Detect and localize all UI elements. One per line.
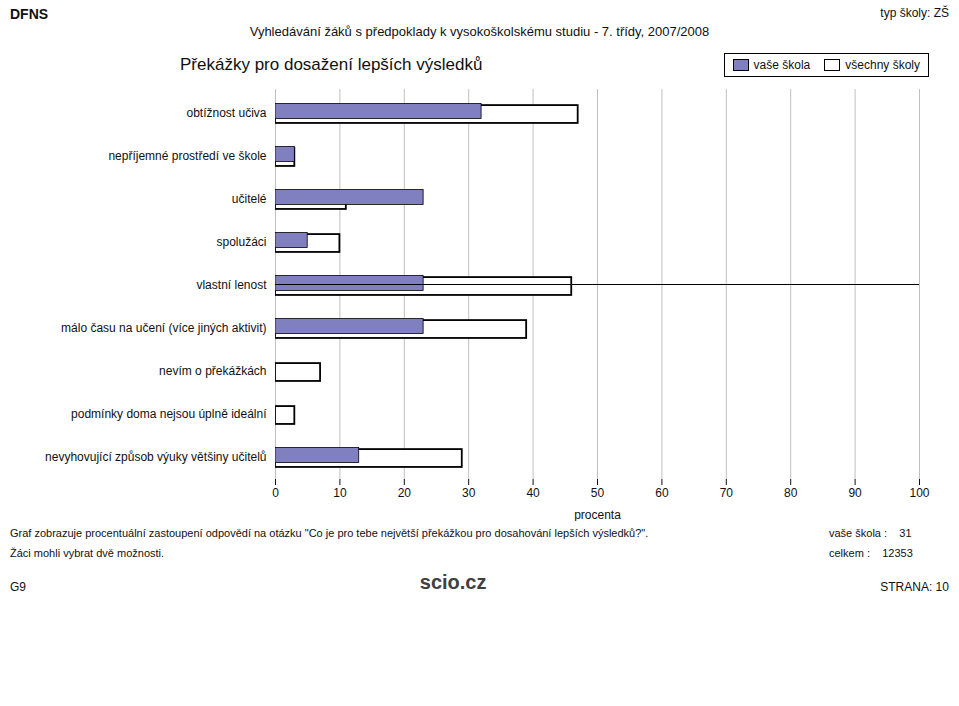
svg-text:nevím o překážkách: nevím o překážkách bbox=[159, 364, 266, 378]
html-text:vaše škola : 31: vaše škola : 31 bbox=[829, 527, 912, 539]
html-text:Žáci mohli vybrat dvě možnosti: Žáci mohli vybrat dvě možnosti. bbox=[10, 547, 165, 559]
html-text:DFNS: DFNS bbox=[10, 6, 49, 22]
svg-text:nevyhovující způsob výuky větš: nevyhovující způsob výuky většiny učitel… bbox=[45, 450, 266, 464]
svg-text:40: 40 bbox=[526, 486, 540, 500]
svg-text:90: 90 bbox=[848, 486, 862, 500]
svg-text:80: 80 bbox=[784, 486, 798, 500]
svg-text:učitelé: učitelé bbox=[232, 192, 267, 206]
svg-text:0: 0 bbox=[272, 486, 279, 500]
html-text:typ školy: ZŠ: typ školy: ZŠ bbox=[880, 6, 949, 20]
html-text:celkem : 12353: celkem : 12353 bbox=[829, 547, 913, 559]
svg-text:nepříjemné prostředí ve škole: nepříjemné prostředí ve škole bbox=[108, 149, 266, 163]
html-text:G9: G9 bbox=[10, 580, 26, 594]
svg-text:50: 50 bbox=[591, 486, 605, 500]
html-text:všechny školy: všechny školy bbox=[845, 58, 920, 72]
svg-text:10: 10 bbox=[333, 486, 347, 500]
svg-text:30: 30 bbox=[462, 486, 476, 500]
svg-text:60: 60 bbox=[655, 486, 669, 500]
svg-text:spolužáci: spolužáci bbox=[216, 235, 266, 249]
svg-text:70: 70 bbox=[720, 486, 734, 500]
html-text:STRANA: 10: STRANA: 10 bbox=[880, 580, 949, 594]
html-text:scio.cz: scio.cz bbox=[419, 571, 487, 593]
html-text:Vyhledávání žáků s předpoklady: Vyhledávání žáků s předpoklady k vysokoš… bbox=[249, 24, 710, 39]
svg-text:20: 20 bbox=[398, 486, 412, 500]
svg-text:100: 100 bbox=[909, 486, 929, 500]
svg-text:podmínky doma nejsou úplně ide: podmínky doma nejsou úplně ideální bbox=[71, 407, 267, 421]
html-text:Překážky pro dosažení lepších: Překážky pro dosažení lepších výsledků bbox=[180, 55, 483, 74]
svg-text:málo času na učení (více jinýc: málo času na učení (více jiných aktivit) bbox=[61, 321, 266, 335]
html-text:vaše škola: vaše škola bbox=[753, 58, 811, 72]
svg-text:procenta: procenta bbox=[574, 508, 621, 522]
html-text:Graf zobrazuje procentuální za: Graf zobrazuje procentuální zastoupení o… bbox=[10, 527, 649, 539]
svg-text:obtížnost učiva: obtížnost učiva bbox=[186, 106, 266, 120]
svg-text:vlastní lenost: vlastní lenost bbox=[196, 278, 267, 292]
